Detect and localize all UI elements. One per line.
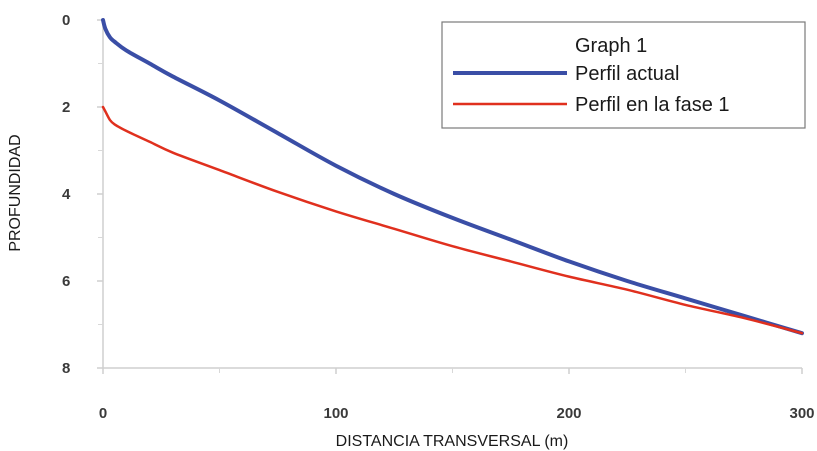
- series-line-perfil-actual: [101, 18, 804, 336]
- x-tick-label: 200: [556, 405, 581, 422]
- legend-label-perfil-fase-1: Perfil en la fase 1: [575, 94, 730, 116]
- x-axis-title: DISTANCIA TRANSVERSAL (m): [336, 433, 569, 450]
- y-tick-label: 8: [62, 360, 70, 377]
- y-axis-title: PROFUNDIDAD: [7, 134, 24, 251]
- series-line-perfil-fase-1: [101, 105, 804, 335]
- legend-title: Graph 1: [575, 35, 647, 57]
- y-axis-ticks: 0 2 4 6 8: [62, 12, 103, 377]
- x-tick-label: 300: [789, 405, 814, 422]
- x-axis-ticks: 0 100 200 300: [99, 368, 815, 422]
- x-tick-label: 0: [99, 405, 107, 422]
- y-tick-label: 2: [62, 99, 70, 116]
- y-tick-label: 0: [62, 12, 70, 29]
- legend-label-perfil-actual: Perfil actual: [575, 63, 680, 85]
- series-layer: [101, 18, 804, 336]
- y-tick-label: 4: [62, 186, 71, 203]
- legend: Graph 1 Perfil actual Perfil en la fase …: [441, 21, 806, 129]
- x-tick-label: 100: [323, 405, 348, 422]
- y-tick-label: 6: [62, 273, 70, 290]
